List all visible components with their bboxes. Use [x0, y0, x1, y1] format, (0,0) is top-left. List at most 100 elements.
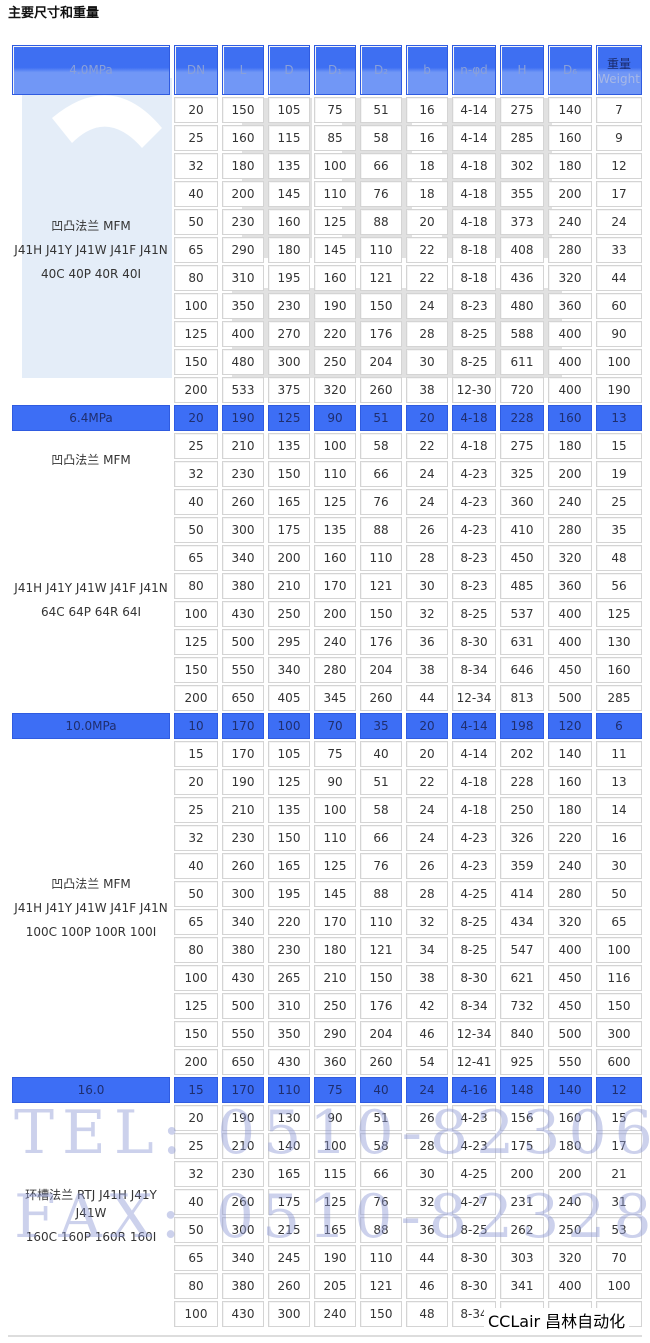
model-label-line: 环槽法兰 RTJ J41H J41Y J41W: [25, 1188, 157, 1220]
table-cell: 125: [596, 601, 642, 627]
table-cell: 70: [596, 1245, 642, 1271]
table-row: 100 430 250 200 150 32 8-25 537 400 125: [12, 601, 642, 627]
table-cell: 110: [360, 1245, 402, 1271]
table-cell: 250: [500, 797, 544, 823]
table-cell: 165: [314, 1217, 356, 1243]
pressure-row: 6.4MPa 20 190 125 90 51 20 4-18 228 160 13: [12, 405, 642, 431]
table-cell: 10: [174, 713, 218, 739]
table-cell: 195: [268, 265, 310, 291]
table-cell: 51: [360, 97, 402, 123]
table-cell: 24: [406, 489, 448, 515]
header-pressure: 4.0MPa: [12, 45, 170, 95]
table-cell: 220: [314, 321, 356, 347]
table-cell: 140: [268, 1133, 310, 1159]
table-cell: 110: [360, 909, 402, 935]
table-cell: 35: [360, 713, 402, 739]
table-cell: 121: [360, 937, 402, 963]
table-cell: 20: [174, 405, 218, 431]
table-cell: 202: [500, 741, 544, 767]
table-cell: 8-25: [452, 321, 496, 347]
table-cell: 30: [406, 573, 448, 599]
table-cell: 228: [500, 405, 544, 431]
table-cell: 170: [314, 909, 356, 935]
table-cell: 300: [222, 1217, 264, 1243]
table-cell: 80: [174, 937, 218, 963]
table-cell: 51: [360, 405, 402, 431]
table-cell: 36: [406, 1217, 448, 1243]
table-cell: 8-18: [452, 265, 496, 291]
table-cell: 4-14: [452, 97, 496, 123]
table-cell: 125: [268, 405, 310, 431]
table-cell: 140: [548, 1077, 592, 1103]
table-cell: 15: [596, 433, 642, 459]
table-row: 凹凸法兰 MFM 25 210 135 100 58 22 4-18 275 180 15: [12, 433, 642, 467]
table-cell: 125: [314, 489, 356, 515]
table-cell: 100: [174, 1301, 218, 1327]
table-cell: 150: [596, 993, 642, 1019]
table-cell: 8-18: [452, 237, 496, 263]
table-cell: 160: [548, 405, 592, 431]
table-cell: 405: [268, 685, 310, 711]
table-cell: 4-14: [452, 741, 496, 767]
table-cell: 4-18: [452, 797, 496, 823]
table-row: 50 300 195 145 88 28 4-25 414 280 50: [12, 881, 642, 907]
table-cell: 24: [406, 461, 448, 487]
table-cell: 500: [548, 1021, 592, 1047]
table-cell: 40: [174, 181, 218, 207]
table-cell: 4-23: [452, 489, 496, 515]
table-cell: 150: [174, 657, 218, 683]
table-cell: 58: [360, 433, 402, 459]
table-cell: 4-16: [452, 1077, 496, 1103]
table-cell: 24: [406, 293, 448, 319]
table-cell: 250: [268, 601, 310, 627]
table-cell: 300: [268, 349, 310, 375]
table-cell: 140: [548, 97, 592, 123]
table-cell: 550: [222, 657, 264, 683]
table-cell: 400: [548, 1273, 592, 1299]
table-cell: 300: [268, 1301, 310, 1327]
table-cell: 180: [268, 237, 310, 263]
table-cell: 410: [500, 517, 544, 543]
table-cell: 115: [268, 125, 310, 151]
table-cell: 165: [268, 853, 310, 879]
table-row: 100 350 230 190 150 24 8-23 480 360 60: [12, 293, 642, 319]
table-row: 125 500 310 250 176 42 8-34 732 450 150: [12, 993, 642, 1019]
table-cell: 200: [314, 601, 356, 627]
table-cell: 275: [500, 97, 544, 123]
table-row: 200 650 405 345 260 44 12-34 813 500 285: [12, 685, 642, 711]
table-cell: 537: [500, 601, 544, 627]
table-cell: 135: [268, 153, 310, 179]
table-cell: 180: [548, 433, 592, 459]
table-cell: 80: [174, 265, 218, 291]
table-cell: 4-18: [452, 769, 496, 795]
table-cell: 360: [500, 489, 544, 515]
table-cell: 32: [174, 153, 218, 179]
table-cell: 4-27: [452, 1189, 496, 1215]
model-label: 凹凸法兰 MFM J41H J41Y J41W J41F J41N 40C 40P …: [12, 97, 170, 403]
table-cell: 50: [174, 517, 218, 543]
table-cell: 34: [406, 937, 448, 963]
table-cell: 125: [174, 321, 218, 347]
table-cell: 100: [314, 1133, 356, 1159]
table-cell: 53: [596, 1217, 642, 1243]
table-cell: 260: [222, 853, 264, 879]
table-cell: 105: [268, 97, 310, 123]
table-cell: 400: [548, 349, 592, 375]
table-cell: 4-23: [452, 1133, 496, 1159]
header-d: D: [268, 45, 310, 95]
table-cell: 170: [314, 573, 356, 599]
table-cell: 100: [314, 433, 356, 459]
table-cell: 230: [222, 825, 264, 851]
table-cell: 160: [268, 209, 310, 235]
table-cell: 180: [548, 797, 592, 823]
table-cell: 11: [596, 741, 642, 767]
table-cell: 4-23: [452, 461, 496, 487]
table-cell: 408: [500, 237, 544, 263]
table-cell: 26: [406, 517, 448, 543]
table-cell: 16: [596, 825, 642, 851]
table-cell: 150: [360, 293, 402, 319]
table-cell: 12-34: [452, 1021, 496, 1047]
table-cell: 51: [360, 1105, 402, 1131]
table-cell: 26: [406, 853, 448, 879]
table-cell: 40: [174, 489, 218, 515]
